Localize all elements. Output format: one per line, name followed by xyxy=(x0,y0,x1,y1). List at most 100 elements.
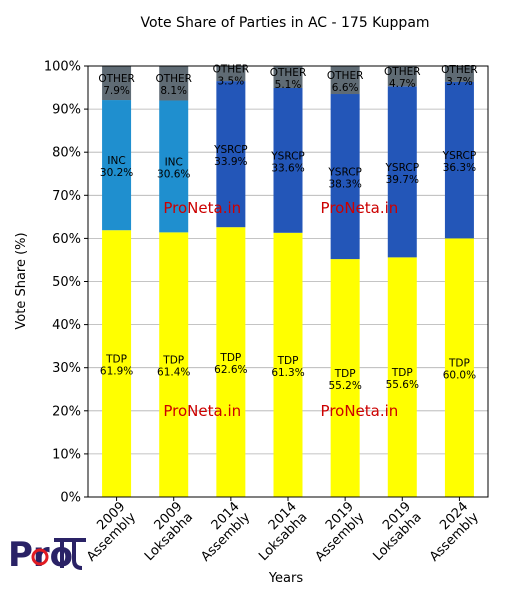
segment-value-label: 3.7% xyxy=(446,76,473,88)
segment-party-label: TDP xyxy=(334,368,356,380)
bar-segment-other xyxy=(159,66,189,101)
segment-value-label: 60.0% xyxy=(443,370,476,382)
segment-value-label: 36.3% xyxy=(443,162,476,174)
y-tick-label: 60% xyxy=(52,232,81,247)
bar-segment-inc xyxy=(102,100,132,231)
bar-segment-other xyxy=(387,66,417,87)
bar-segment-other xyxy=(216,66,246,82)
bar-segment-other xyxy=(444,66,474,82)
watermark-text: ProNeta.in xyxy=(163,199,241,217)
bar-segment-ysrcp xyxy=(387,86,417,258)
watermark-text: ProNeta.in xyxy=(321,199,399,217)
logo-glyph xyxy=(54,538,86,570)
segment-party-label: INC xyxy=(107,155,125,167)
segment-value-label: 30.6% xyxy=(157,168,190,180)
segment-party-label: TDP xyxy=(162,355,184,367)
segment-party-label: YSRCP xyxy=(270,150,305,162)
chart-title: Vote Share of Parties in AC - 175 Kuppam xyxy=(140,15,429,31)
bar-segment-ysrcp xyxy=(444,81,474,239)
x-axis-label: Years xyxy=(268,571,304,586)
bar-segment-tdp xyxy=(330,259,360,497)
segment-value-label: 33.6% xyxy=(271,162,304,174)
segment-party-label: TDP xyxy=(448,358,470,370)
segment-party-label: TDP xyxy=(277,355,299,367)
segment-party-label: OTHER xyxy=(441,64,478,76)
bar-segment-tdp xyxy=(273,232,303,497)
logo-circle xyxy=(31,548,49,566)
segment-party-label: OTHER xyxy=(213,64,250,76)
bar-segment-tdp xyxy=(387,257,417,497)
y-tick-label: 20% xyxy=(52,404,81,419)
segment-value-label: 38.3% xyxy=(328,179,361,191)
segment-value-label: 62.6% xyxy=(214,364,247,376)
segment-value-label: 7.9% xyxy=(103,85,130,97)
y-axis-label: Vote Share (%) xyxy=(14,232,29,329)
segment-value-label: 5.1% xyxy=(275,79,302,91)
segment-party-label: INC xyxy=(165,156,183,168)
segment-party-label: TDP xyxy=(219,352,241,364)
segment-party-label: YSRCP xyxy=(442,150,477,162)
segment-party-label: OTHER xyxy=(270,67,307,79)
bar-segment-tdp xyxy=(444,238,474,497)
segment-value-label: 55.2% xyxy=(328,380,361,392)
bar-segment-other xyxy=(102,66,132,101)
segment-value-label: 61.9% xyxy=(100,366,133,378)
segment-party-label: TDP xyxy=(105,354,127,366)
segment-value-label: 61.3% xyxy=(271,367,304,379)
bar-segment-other xyxy=(273,66,303,88)
segment-party-label: YSRCP xyxy=(327,167,362,179)
segment-party-label: OTHER xyxy=(155,73,192,85)
segment-party-label: YSRCP xyxy=(213,144,248,156)
y-tick-label: 10% xyxy=(52,447,81,462)
bar-segment-ysrcp xyxy=(330,94,360,260)
bar-segment-tdp xyxy=(216,227,246,497)
watermark-text: ProNeta.in xyxy=(163,402,241,420)
segment-value-label: 3.5% xyxy=(218,76,245,88)
y-tick-label: 30% xyxy=(52,361,81,376)
segment-value-label: 39.7% xyxy=(386,174,419,186)
segment-value-label: 33.9% xyxy=(214,156,247,168)
bar-segment-inc xyxy=(159,100,189,233)
segment-value-label: 30.2% xyxy=(100,167,133,179)
bar-segment-tdp xyxy=(102,230,132,497)
segment-value-label: 6.6% xyxy=(332,82,359,94)
segment-value-label: 55.6% xyxy=(386,379,419,391)
bar-segment-ysrcp xyxy=(273,87,303,233)
bar-segment-other xyxy=(330,66,360,95)
y-tick-label: 80% xyxy=(52,146,81,161)
y-tick-label: 40% xyxy=(52,318,81,333)
segment-value-label: 4.7% xyxy=(389,78,416,90)
segment-party-label: OTHER xyxy=(98,73,135,85)
watermarks: ProNeta.in ProNeta.in ProNeta.in ProNeta.in xyxy=(163,199,398,420)
segment-party-label: YSRCP xyxy=(385,162,420,174)
y-tick-label: 70% xyxy=(52,189,81,204)
y-tick-label: 100% xyxy=(44,60,81,75)
proneta-logo: Pro xyxy=(8,535,86,575)
bar-segment-ysrcp xyxy=(216,81,246,228)
watermark-text: ProNeta.in xyxy=(321,402,399,420)
segment-party-label: TDP xyxy=(391,367,413,379)
segment-value-label: 61.4% xyxy=(157,367,190,379)
segment-party-label: OTHER xyxy=(384,66,421,78)
segment-value-label: 8.1% xyxy=(160,85,187,97)
y-tick-label: 90% xyxy=(52,103,81,118)
y-tick-label: 0% xyxy=(60,491,81,506)
bar-segment-tdp xyxy=(159,232,189,497)
y-axis-ticks: 0% 10% 20% 30% 40% 50% 60% 70% 80% 90% 100% xyxy=(44,60,88,506)
segment-party-label: OTHER xyxy=(327,70,364,82)
